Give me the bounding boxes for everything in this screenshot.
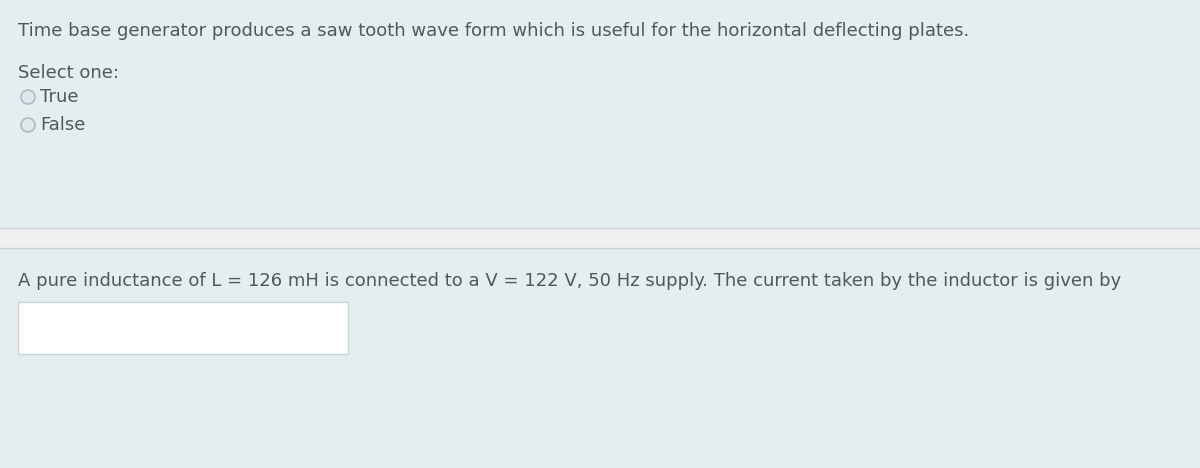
Text: Time base generator produces a saw tooth wave form which is useful for the horiz: Time base generator produces a saw tooth…	[18, 22, 970, 40]
FancyBboxPatch shape	[18, 302, 348, 354]
Text: Select one:: Select one:	[18, 64, 119, 82]
Text: True: True	[40, 88, 78, 106]
Circle shape	[22, 118, 35, 132]
FancyBboxPatch shape	[0, 248, 1200, 468]
Circle shape	[22, 90, 35, 104]
Text: A pure inductance of L = 126 mH is connected to a V = 122 V, 50 Hz supply. The c: A pure inductance of L = 126 mH is conne…	[18, 272, 1121, 290]
Text: False: False	[40, 116, 85, 134]
FancyBboxPatch shape	[0, 0, 1200, 228]
FancyBboxPatch shape	[0, 228, 1200, 248]
